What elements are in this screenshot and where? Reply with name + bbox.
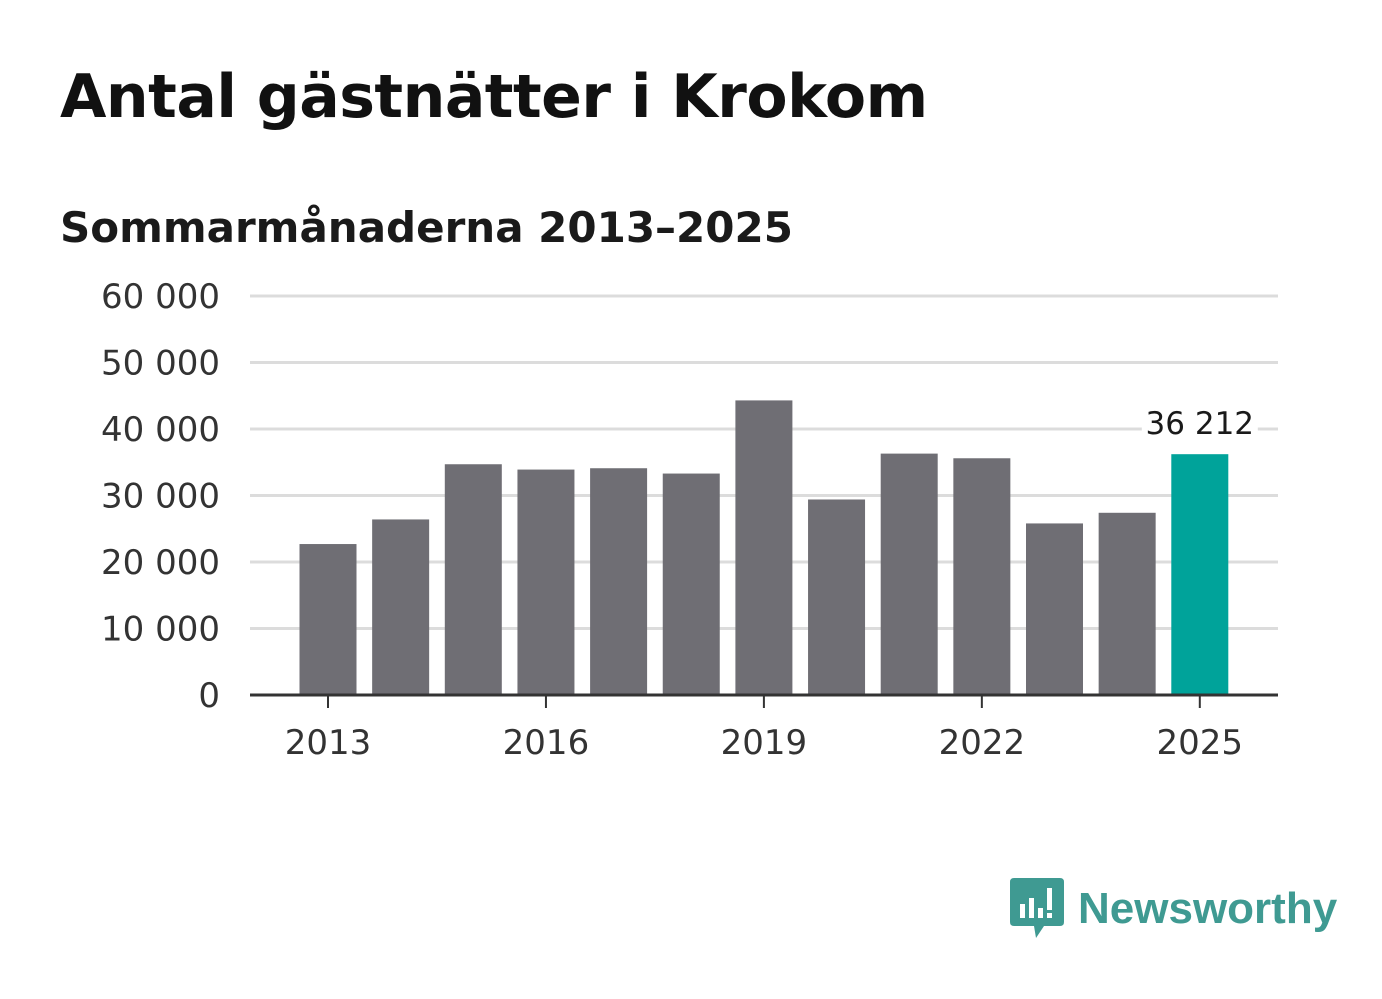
bar-2023: [1026, 523, 1083, 695]
bar-2016: [517, 469, 575, 695]
y-tick-label: 60 000: [101, 277, 220, 317]
bar-2024: [1098, 512, 1156, 695]
data-label-2025: 36 212: [1146, 406, 1254, 442]
bar-2022: [953, 458, 1011, 695]
y-tick-label: 0: [198, 676, 220, 716]
x-tick-label: 2025: [1157, 723, 1244, 763]
bar-2018: [662, 473, 720, 695]
bar-2025: [1171, 454, 1229, 695]
bar-2014: [372, 519, 430, 695]
bars: [299, 400, 1229, 695]
x-tick-label: 2022: [939, 723, 1026, 763]
data-labels: 36 212: [1141, 404, 1258, 445]
x-tick-label: 2019: [721, 723, 808, 763]
bar-2019: [735, 400, 793, 695]
y-tick-label: 50 000: [101, 344, 220, 384]
x-tick-label: 2016: [503, 723, 590, 763]
y-tick-label: 10 000: [101, 610, 220, 650]
y-tick-label: 40 000: [101, 410, 220, 450]
newsworthy-logo-text: Newsworthy: [1078, 884, 1338, 933]
y-axis-labels: 0 10 000 20 000 30 000 40 000 50 000 60 000: [101, 277, 220, 716]
x-tick-label: 2013: [285, 723, 372, 763]
data-label-background: [1141, 404, 1258, 445]
newsworthy-logo: Newsworthy: [1010, 878, 1337, 940]
y-tick-label: 20 000: [101, 543, 220, 583]
x-axis-labels: 2013 2016 2019 2022 2025: [285, 723, 1243, 763]
bar-2017: [590, 468, 648, 695]
bar-2020: [808, 499, 866, 695]
bar-2013: [299, 544, 357, 695]
newsworthy-logo-icon: [1010, 878, 1064, 938]
x-axis: [250, 693, 1278, 708]
bar-2021: [880, 453, 938, 695]
chart-subtitle: Sommarmånaderna 2013–2025: [60, 203, 793, 252]
chart-title: Antal gästnätter i Krokom: [60, 62, 928, 132]
y-tick-label: 30 000: [101, 477, 220, 517]
bar-2015: [444, 464, 502, 695]
